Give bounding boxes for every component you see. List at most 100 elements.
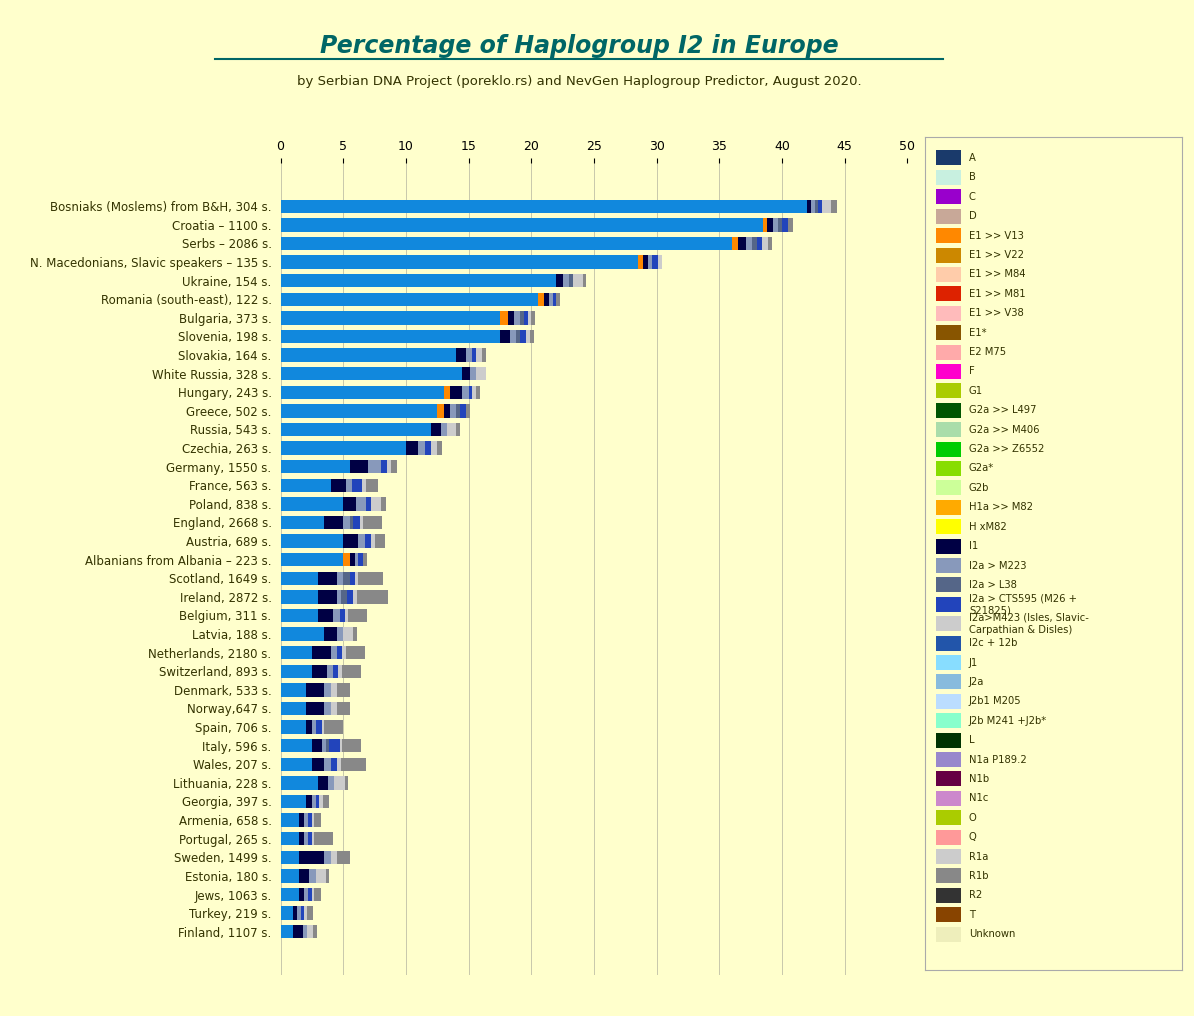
Bar xyxy=(306,702,325,715)
Text: E1*: E1* xyxy=(970,327,986,337)
Bar xyxy=(300,888,304,901)
Bar xyxy=(936,771,961,786)
Bar xyxy=(500,311,507,324)
Bar xyxy=(462,367,470,380)
Bar xyxy=(281,497,344,511)
Bar xyxy=(782,218,788,232)
Bar xyxy=(437,441,442,455)
Bar xyxy=(936,636,961,650)
Text: F: F xyxy=(970,367,974,377)
Bar xyxy=(281,664,312,678)
Bar xyxy=(936,849,961,864)
Bar xyxy=(281,925,293,939)
Text: G2b: G2b xyxy=(970,483,990,493)
Text: A: A xyxy=(970,153,975,163)
Bar xyxy=(281,385,444,399)
Bar xyxy=(936,461,961,475)
Bar xyxy=(281,237,732,250)
Bar xyxy=(473,348,476,362)
Text: I2a > M223: I2a > M223 xyxy=(970,561,1027,571)
Bar xyxy=(344,553,350,566)
Bar xyxy=(365,479,378,492)
Bar xyxy=(936,500,961,515)
Bar xyxy=(337,572,344,585)
Bar xyxy=(312,832,314,845)
Bar xyxy=(314,832,333,845)
Bar xyxy=(281,795,306,808)
Bar xyxy=(281,739,312,753)
Bar xyxy=(406,441,419,455)
Bar xyxy=(823,199,831,213)
Bar xyxy=(325,850,331,864)
Bar xyxy=(281,330,500,343)
Bar xyxy=(325,720,344,734)
Bar xyxy=(350,460,368,473)
Bar xyxy=(936,306,961,321)
Bar xyxy=(318,590,337,604)
Bar xyxy=(357,590,388,604)
Bar xyxy=(466,404,470,418)
Bar xyxy=(462,385,468,399)
Text: J2a: J2a xyxy=(970,677,984,687)
Bar xyxy=(331,758,337,771)
Text: J2b1 M205: J2b1 M205 xyxy=(970,696,1022,706)
Bar xyxy=(419,441,425,455)
Bar xyxy=(448,423,456,436)
Bar xyxy=(831,199,837,213)
Text: O: O xyxy=(970,813,977,823)
Bar xyxy=(528,311,531,324)
Bar xyxy=(331,683,337,697)
Bar xyxy=(936,713,961,728)
Bar xyxy=(308,888,312,901)
Bar xyxy=(450,385,462,399)
Bar xyxy=(337,850,350,864)
Bar xyxy=(307,906,313,919)
Bar xyxy=(312,795,315,808)
Bar xyxy=(936,733,961,748)
Bar xyxy=(500,330,510,343)
Bar xyxy=(444,385,450,399)
Bar xyxy=(431,423,441,436)
Bar xyxy=(752,237,757,250)
Text: by Serbian DNA Project (poreklo.rs) and NevGen Haplogroup Predictor, August 2020: by Serbian DNA Project (poreklo.rs) and … xyxy=(297,75,861,87)
Bar xyxy=(345,609,349,622)
Bar xyxy=(326,739,330,753)
Bar xyxy=(936,364,961,379)
Bar xyxy=(358,572,383,585)
Bar xyxy=(583,274,586,288)
Bar xyxy=(281,218,763,232)
Bar xyxy=(757,237,762,250)
Bar xyxy=(281,255,638,268)
Bar xyxy=(312,888,314,901)
Bar xyxy=(308,832,312,845)
Text: T: T xyxy=(970,909,975,919)
Bar xyxy=(936,617,961,631)
Bar xyxy=(304,832,308,845)
Bar xyxy=(318,776,328,789)
Bar xyxy=(281,758,312,771)
Bar xyxy=(333,664,338,678)
Bar xyxy=(309,870,315,883)
Bar xyxy=(337,590,340,604)
Bar xyxy=(314,814,321,827)
Bar xyxy=(353,627,357,641)
Bar xyxy=(936,481,961,496)
Bar xyxy=(281,814,300,827)
Bar xyxy=(375,534,384,548)
Bar xyxy=(350,572,355,585)
Bar xyxy=(304,888,308,901)
Bar xyxy=(355,572,358,585)
Bar xyxy=(468,385,473,399)
Bar xyxy=(281,199,807,213)
Bar xyxy=(507,311,513,324)
Bar xyxy=(337,702,350,715)
Bar xyxy=(281,590,318,604)
Bar xyxy=(339,609,345,622)
Bar xyxy=(281,553,344,566)
Bar xyxy=(349,609,367,622)
Bar xyxy=(936,790,961,806)
Bar xyxy=(470,367,476,380)
Bar xyxy=(936,287,961,302)
Text: G2a*: G2a* xyxy=(970,463,995,473)
Bar xyxy=(556,293,560,306)
